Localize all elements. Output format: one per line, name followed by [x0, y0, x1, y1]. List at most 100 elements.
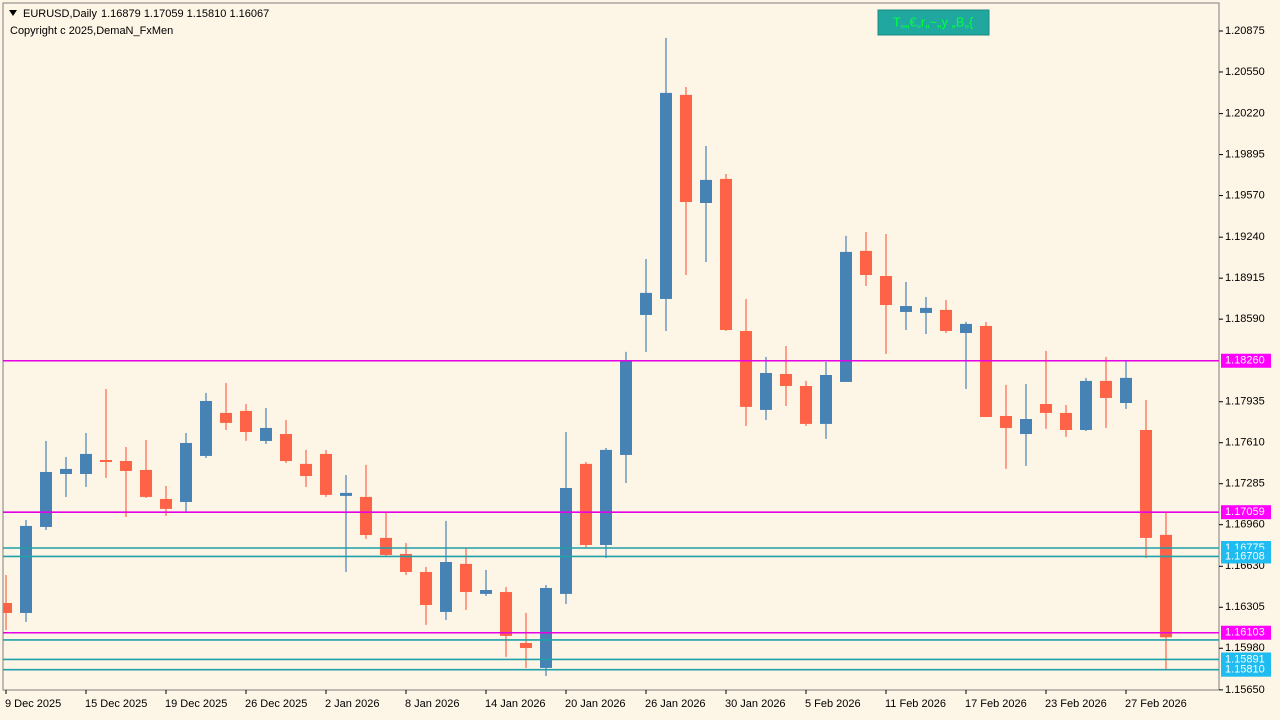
- badge-box[interactable]: [877, 9, 990, 36]
- candle-body: [640, 292, 652, 315]
- candle-body: [180, 442, 192, 502]
- candle-body: [760, 372, 772, 410]
- axes: 1.20875 1.20550 1.20220 1.19895 1.19570 1.192…: [5, 25, 1271, 710]
- candle-body: [720, 178, 732, 330]
- badge[interactable]: T„„€„r„~„у „В„{: [893, 14, 974, 29]
- y-tick-label: 1.15980: [1225, 642, 1265, 654]
- candle-body: [860, 250, 872, 276]
- y-tick-label: 1.16305: [1225, 601, 1265, 613]
- y-tick-label: 1.19570: [1225, 189, 1265, 201]
- candle-body: [440, 562, 452, 612]
- level-tag: [1221, 353, 1271, 368]
- candle-body: [480, 590, 492, 594]
- candle-body: [1040, 404, 1052, 413]
- candle-body: [900, 306, 912, 312]
- plot-frame: [2, 2, 1220, 691]
- candle-body: [20, 525, 32, 613]
- candle-body: [200, 400, 212, 456]
- candle-body: [320, 453, 332, 495]
- candle-body: [280, 434, 292, 461]
- x-tick-label: 5 Feb 2026: [805, 698, 861, 710]
- candle-body: [1160, 534, 1172, 638]
- candle-body: [1060, 412, 1072, 430]
- candle-body: [740, 330, 752, 407]
- y-tick-label: 1.17285: [1225, 478, 1265, 490]
- candle-body: [420, 571, 432, 606]
- candle-body: [820, 374, 832, 424]
- candle-body: [500, 592, 512, 636]
- candle-body: [540, 587, 552, 668]
- candle-body: [700, 179, 712, 203]
- candle-body: [40, 471, 52, 527]
- x-tick-label: 17 Feb 2026: [965, 698, 1027, 710]
- level-label: 1.16708: [1225, 550, 1265, 562]
- level-label: 1.15891: [1225, 653, 1265, 665]
- candle-body: [80, 453, 92, 474]
- level-tag: [1221, 662, 1271, 677]
- candle-body: [800, 385, 812, 424]
- y-tick-label: 1.20220: [1225, 107, 1265, 119]
- candle-body: [1120, 377, 1132, 403]
- candle-body: [400, 553, 412, 572]
- x-tick-label: 19 Dec 2025: [165, 698, 227, 710]
- y-tick-label: 1.18590: [1225, 313, 1265, 325]
- candle-body: [1000, 415, 1012, 428]
- candle-body: [1140, 429, 1152, 538]
- y-tick-label: 1.18915: [1225, 272, 1265, 284]
- copyright: Copyright c 2025,DemaN_FxMen: [10, 25, 173, 37]
- x-tick-label: 14 Jan 2026: [485, 698, 546, 710]
- candle-body: [1100, 380, 1112, 398]
- candle-body: [380, 537, 392, 555]
- level-tag: [1221, 625, 1271, 640]
- y-tick-label: 1.19240: [1225, 231, 1265, 243]
- candle-body: [160, 498, 172, 509]
- candle-body: [580, 463, 592, 545]
- y-tick-label: 1.20550: [1225, 66, 1265, 78]
- candle-body: [520, 642, 532, 649]
- symbol: EURUSD,Daily: [23, 8, 97, 20]
- plot-area: [3, 37, 1219, 677]
- candle-body: [140, 469, 152, 497]
- y-tick-label: 1.15650: [1225, 684, 1265, 696]
- candle-body: [460, 563, 472, 593]
- x-tick-label: 26 Jan 2026: [645, 698, 706, 710]
- candle-body: [220, 412, 232, 423]
- candle-body: [620, 361, 632, 455]
- candle-body: [100, 459, 112, 463]
- y-tick-label: 1.16960: [1225, 519, 1265, 531]
- y-tick-label: 1.17610: [1225, 437, 1265, 449]
- candle-body: [600, 449, 612, 545]
- candle-body: [340, 492, 352, 496]
- y-tick-label: 1.19895: [1225, 148, 1265, 160]
- level-label: 1.16103: [1225, 627, 1265, 639]
- candle-body: [880, 276, 892, 306]
- x-tick-label: 30 Jan 2026: [725, 698, 786, 710]
- candle-body: [60, 468, 72, 474]
- x-tick-label: 11 Feb 2026: [885, 698, 946, 710]
- candle-body: [840, 251, 852, 382]
- candle-body: [980, 325, 992, 417]
- candle-body: [780, 373, 792, 386]
- candle-body: [300, 463, 312, 477]
- candle-body: [260, 427, 272, 441]
- candle-body: [940, 309, 952, 331]
- menu-arrow[interactable]: [9, 10, 17, 16]
- level-label: 1.17059: [1225, 506, 1265, 518]
- candle-body: [680, 94, 692, 202]
- candle-body: [560, 487, 572, 594]
- y-tick-label: 1.20875: [1225, 25, 1265, 37]
- candle-body: [660, 92, 672, 299]
- level-label: 1.18260: [1225, 355, 1265, 367]
- candle-body: [1080, 380, 1092, 430]
- candle-body: [120, 461, 132, 471]
- x-tick-label: 9 Dec 2025: [5, 698, 61, 710]
- x-tick-label: 23 Feb 2026: [1045, 698, 1107, 710]
- candle-body: [240, 410, 252, 432]
- x-tick-label: 8 Jan 2026: [405, 698, 459, 710]
- candle-body: [3, 602, 12, 613]
- candle-body: [1020, 419, 1032, 435]
- x-tick-label: 15 Dec 2025: [85, 698, 147, 710]
- level-tag: [1221, 505, 1271, 520]
- x-tick-label: 27 Feb 2026: [1125, 698, 1187, 710]
- candle-body: [360, 496, 372, 536]
